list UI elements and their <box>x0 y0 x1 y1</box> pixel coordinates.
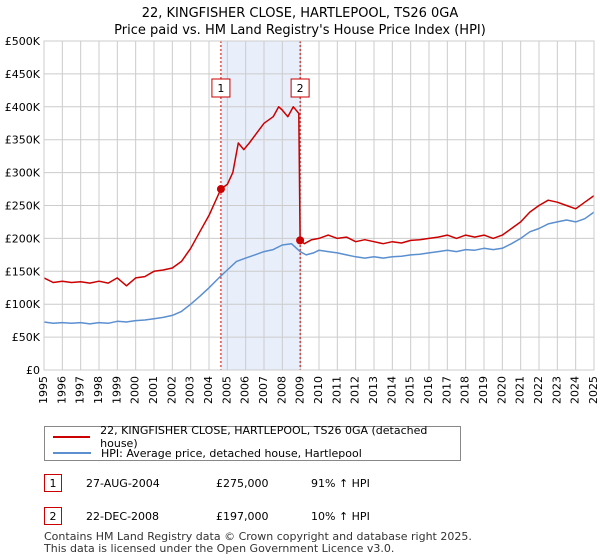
y-tick-label: £400K <box>5 101 41 114</box>
x-tick-label: 2001 <box>147 376 160 404</box>
x-tick-label: 1998 <box>92 376 105 404</box>
footer-licence: This data is licensed under the Open Gov… <box>44 542 395 555</box>
x-tick-label: 2022 <box>532 376 545 404</box>
x-tick-label: 2021 <box>514 376 527 404</box>
sale-row: 2 22-DEC-2008 £197,000 10% ↑ HPI <box>44 507 444 527</box>
y-tick-label: £350K <box>5 134 41 147</box>
y-tick-label: £0 <box>26 364 40 377</box>
x-tick-label: 2005 <box>220 376 233 404</box>
sale-price: £275,000 <box>216 477 269 490</box>
y-tick-label: £200K <box>5 232 41 245</box>
chart-subtitle: Price paid vs. HM Land Registry's House … <box>114 23 486 38</box>
x-tick-label: 2010 <box>312 376 325 404</box>
sale-badge: 1 <box>44 474 62 492</box>
x-tick-label: 2014 <box>385 376 398 404</box>
y-tick-label: £450K <box>5 68 41 81</box>
sale-row: 1 27-AUG-2004 £275,000 91% ↑ HPI <box>44 474 444 494</box>
chart-title: 22, KINGFISHER CLOSE, HARTLEPOOL, TS26 0… <box>141 6 459 21</box>
x-tick-label: 2007 <box>257 376 270 404</box>
x-tick-label: 2002 <box>165 376 178 404</box>
y-tick-label: £300K <box>5 167 41 180</box>
legend-hpi-label: HPI: Average price, detached house, Hart… <box>101 446 362 460</box>
sale-marker-box <box>290 78 310 98</box>
x-tick-label: 2020 <box>495 376 508 404</box>
y-tick-label: £100K <box>5 298 41 311</box>
hpi-line-swatch <box>53 452 91 454</box>
legend-item-hpi: HPI: Average price, detached house, Hart… <box>53 446 362 460</box>
sale-point <box>216 185 225 194</box>
sale-marker-label: 1 <box>217 82 224 95</box>
x-tick-label: 1995 <box>37 376 50 404</box>
x-tick-label: 2008 <box>275 376 288 404</box>
x-tick-label: 1997 <box>74 376 87 404</box>
price-chart: 1 2 £0 £50K £100K £150K £200K £250K £300K £350K £… <box>5 35 600 404</box>
sale-hpi-change: 91% ↑ HPI <box>311 477 370 490</box>
x-tick-label: 2018 <box>459 376 472 404</box>
plot-border <box>43 40 595 371</box>
property-line-swatch <box>53 436 91 438</box>
x-tick-label: 2004 <box>202 376 215 404</box>
x-tick-label: 2009 <box>294 376 307 404</box>
sale-date: 22-DEC-2008 <box>86 510 160 523</box>
x-tick-label: 2023 <box>550 376 563 404</box>
x-tick-label: 2015 <box>404 376 417 404</box>
x-tick-label: 2016 <box>422 376 435 404</box>
legend-item-property: 22, KINGFISHER CLOSE, HARTLEPOOL, TS26 0… <box>53 424 460 450</box>
x-tick-label: 2011 <box>330 376 343 404</box>
x-tick-label: 2019 <box>477 376 490 404</box>
x-tick-label: 1996 <box>55 376 68 404</box>
sale-date: 27-AUG-2004 <box>86 477 160 490</box>
y-tick-label: £500K <box>5 35 41 48</box>
legend: 22, KINGFISHER CLOSE, HARTLEPOOL, TS26 0… <box>44 424 461 461</box>
x-tick-label: 2017 <box>440 376 453 404</box>
sale-marker-box <box>211 78 231 98</box>
x-tick-label: 2000 <box>129 376 142 404</box>
x-tick-label: 1999 <box>110 376 123 404</box>
sale-point <box>296 236 305 245</box>
x-tick-label: 2012 <box>349 376 362 404</box>
y-tick-label: £50K <box>12 331 41 344</box>
y-tick-label: £250K <box>5 200 41 213</box>
sale-hpi-change: 10% ↑ HPI <box>311 510 370 523</box>
footer-copyright: Contains HM Land Registry data © Crown c… <box>44 530 472 543</box>
sale-badge: 2 <box>44 507 62 525</box>
x-tick-label: 2003 <box>184 376 197 404</box>
x-tick-label: 2024 <box>569 376 582 404</box>
x-tick-label: 2006 <box>239 376 252 404</box>
sale-marker-label: 2 <box>297 82 304 95</box>
footer: Contains HM Land Registry data © Crown c… <box>44 531 472 555</box>
legend-property-label: 22, KINGFISHER CLOSE, HARTLEPOOL, TS26 0… <box>100 424 428 450</box>
hpi-line <box>43 211 595 325</box>
x-tick-label: 2025 <box>587 376 600 404</box>
y-tick-label: £150K <box>5 265 41 278</box>
x-tick-label: 2013 <box>367 376 380 404</box>
sale-price: £197,000 <box>216 510 269 523</box>
